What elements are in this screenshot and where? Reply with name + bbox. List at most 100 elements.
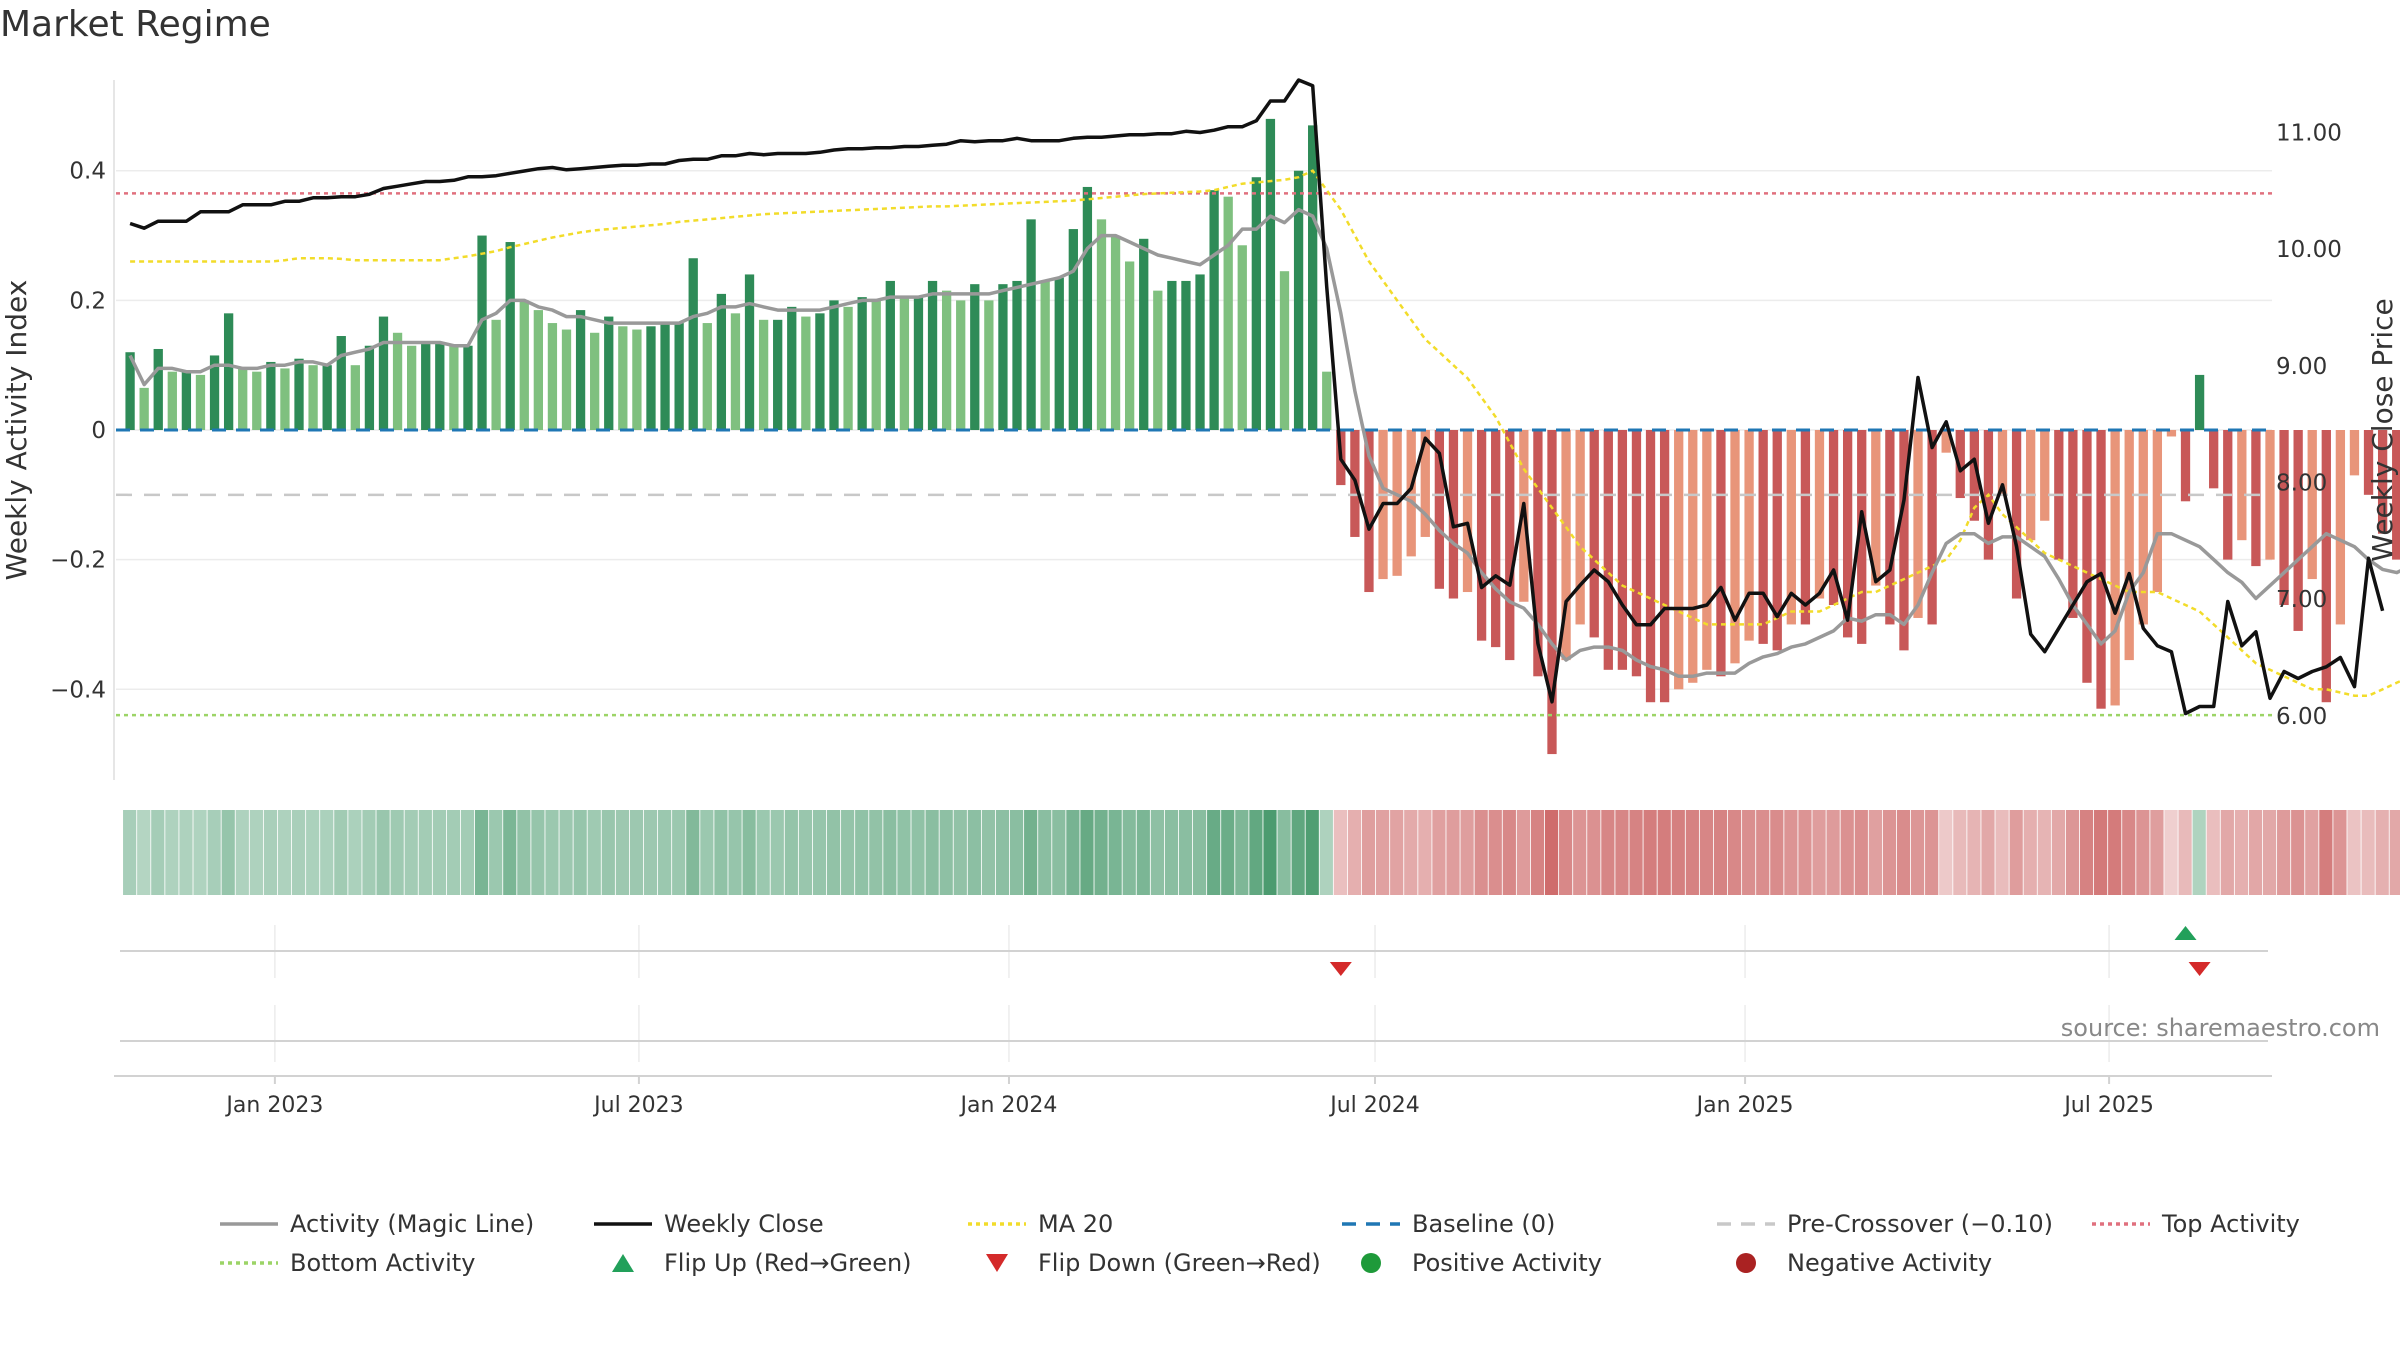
activity-bar — [1969, 430, 1979, 521]
regime-strip-cell — [2037, 810, 2051, 895]
regime-strip-cell — [573, 810, 587, 895]
regime-strip-cell — [235, 810, 249, 895]
activity-bar — [547, 323, 558, 430]
regime-strip-cell — [841, 810, 855, 895]
activity-bar — [1167, 280, 1177, 430]
activity-bar — [1040, 280, 1050, 430]
regime-strip-cell — [1249, 810, 1263, 895]
activity-bar — [1462, 430, 1473, 593]
activity-bar — [491, 319, 501, 430]
regime-strip-cell — [137, 810, 151, 895]
activity-bar — [561, 329, 572, 430]
activity-bar — [252, 371, 262, 430]
regime-strip-cell — [1643, 810, 1657, 895]
regime-strip-cell — [658, 810, 672, 895]
legend-label: Positive Activity — [1412, 1249, 1602, 1277]
activity-bar — [1842, 430, 1853, 638]
regime-strip-cell — [432, 810, 446, 895]
activity-bar — [885, 280, 895, 430]
activity-bar — [1420, 430, 1430, 537]
activity-bar — [2251, 430, 2261, 567]
activity-bar — [1758, 430, 1768, 644]
regime-strip-cell — [1235, 810, 1249, 895]
y-right-tick-label: 8.00 — [2276, 471, 2327, 497]
activity-bar — [1603, 430, 1613, 670]
regime-strip-cell — [1840, 810, 1854, 895]
activity-bar — [1899, 430, 1909, 651]
regime-strip-cell — [2065, 810, 2080, 895]
legend-label: MA 20 — [1038, 1210, 1113, 1238]
regime-strip-cell — [1291, 810, 1305, 895]
legend-label: Weekly Close — [664, 1210, 824, 1238]
activity-bar — [1096, 219, 1107, 430]
regime-strip-cell — [1446, 810, 1460, 895]
regime-strip-cell — [1953, 810, 1967, 895]
regime-strip-cell — [855, 810, 869, 895]
activity-bar — [984, 300, 994, 430]
regime-strip-cell — [545, 810, 559, 895]
regime-strip-cell — [615, 810, 630, 895]
ma20-line — [130, 169, 2400, 697]
regime-strip-cell — [1629, 810, 1643, 895]
activity-bar — [899, 297, 910, 430]
activity-bar — [463, 345, 473, 430]
activity-bar — [2209, 430, 2219, 489]
activity-bar — [1279, 271, 1290, 430]
regime-strip-cell — [489, 810, 503, 895]
regime-strip-cell — [1136, 810, 1150, 895]
flip-down-marker — [2188, 962, 2211, 976]
regime-strip-cell — [1727, 810, 1742, 895]
y-right-tick-label: 10.00 — [2276, 237, 2342, 263]
activity-bar — [801, 316, 811, 430]
regime-strip-cell — [1488, 810, 1502, 895]
activity-bar — [350, 365, 360, 430]
regime-strip-cell — [2150, 810, 2164, 895]
regime-strip-cell — [2262, 810, 2277, 895]
activity-bar — [2363, 430, 2374, 495]
regime-strip-cell — [1812, 810, 1826, 895]
activity-bar — [1434, 430, 1445, 589]
activity-bar — [2068, 430, 2078, 618]
legend-flip-up-icon — [612, 1254, 634, 1272]
regime-strip-cell — [263, 810, 278, 895]
activity-bar — [364, 345, 375, 430]
regime-strip-cell — [2220, 810, 2234, 895]
activity-bar — [153, 348, 163, 430]
regime-strip-cell — [517, 810, 531, 895]
regime-strip-cell — [798, 810, 813, 895]
regime-strip-cell — [2347, 810, 2361, 895]
legend-dot-icon — [1736, 1253, 1756, 1273]
activity-bar — [1448, 430, 1459, 599]
regime-strip-cell — [1460, 810, 1474, 895]
activity-bar — [322, 365, 332, 430]
activity-bar — [1308, 125, 1318, 431]
activity-bar — [857, 297, 867, 430]
regime-strip-cell — [2375, 810, 2389, 895]
regime-strip-cell — [2333, 810, 2347, 895]
activity-bar — [1505, 430, 1515, 661]
regime-strip-cell — [1221, 810, 1235, 895]
activity-bar — [1941, 430, 1951, 453]
regime-strip-cell — [277, 810, 292, 895]
activity-bar — [1997, 430, 2008, 495]
regime-strip-cell — [1347, 810, 1362, 895]
activity-bar — [674, 323, 684, 430]
legend-dot-icon — [1361, 1253, 1381, 1273]
regime-strip-cell — [1474, 810, 1488, 895]
activity-bar — [1589, 430, 1599, 638]
regime-strip-cell — [1277, 810, 1291, 895]
activity-bar — [1828, 430, 1839, 605]
activity-bar — [1491, 430, 1501, 648]
regime-strip-cell — [2122, 810, 2136, 895]
regime-strip-cell — [1080, 810, 1094, 895]
legend-label: Flip Down (Green→Red) — [1038, 1249, 1321, 1277]
y-right-axis-label: Weekly Close Price — [2366, 298, 2399, 561]
activity-bar — [1561, 430, 1571, 661]
activity-bar — [2265, 430, 2275, 560]
regime-strip-cell — [2009, 810, 2023, 895]
activity-bar — [1209, 190, 1219, 430]
regime-strip-cell — [404, 810, 418, 895]
regime-strip-cell — [1052, 810, 1066, 895]
x-tick-label: Jan 2024 — [959, 1093, 1058, 1118]
y-left-tick-label: 0.2 — [69, 288, 106, 314]
